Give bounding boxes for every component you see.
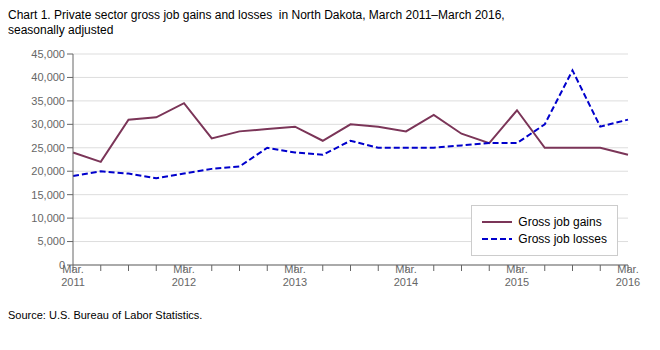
svg-text:Mar.2014: Mar.2014: [394, 263, 418, 288]
svg-text:25,000: 25,000: [31, 142, 65, 154]
svg-text:40,000: 40,000: [31, 71, 65, 83]
svg-text:45,000: 45,000: [31, 48, 65, 60]
svg-text:30,000: 30,000: [31, 118, 65, 130]
svg-text:Mar.2013: Mar.2013: [283, 263, 307, 288]
svg-text:10,000: 10,000: [31, 212, 65, 224]
svg-text:Mar.2016: Mar.2016: [616, 263, 640, 288]
svg-text:Mar.2012: Mar.2012: [172, 263, 196, 288]
svg-text:Mar.2015: Mar.2015: [505, 263, 529, 288]
svg-text:0: 0: [59, 259, 65, 271]
svg-text:5,000: 5,000: [37, 235, 65, 247]
svg-text:20,000: 20,000: [31, 165, 65, 177]
svg-text:15,000: 15,000: [31, 189, 65, 201]
svg-text:35,000: 35,000: [31, 95, 65, 107]
